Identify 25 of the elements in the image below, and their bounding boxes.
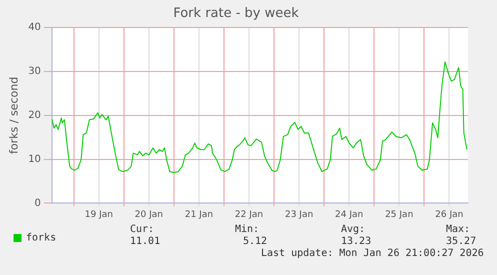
x-tick-label: 23 Jan: [284, 210, 314, 220]
x-tick-label: 19 Jan: [84, 210, 113, 220]
x-tick-label: 26 Jan: [435, 210, 464, 220]
y-axis-title: forks / second: [7, 76, 20, 154]
y-tick-label: 40: [28, 22, 41, 34]
text: Min:: [235, 224, 260, 235]
y-tick-label: 30: [28, 66, 41, 78]
y-tick-label: 0: [34, 198, 41, 209]
y-tick-label: 10: [28, 154, 41, 165]
text: Max:: [446, 224, 470, 235]
chart-title: Fork rate - by week: [173, 6, 300, 22]
text: 35.27: [446, 236, 476, 247]
text: 5.12: [243, 236, 268, 247]
text: 11.01: [130, 236, 160, 247]
x-tick-label: 22 Jan: [234, 210, 264, 220]
text: Cur:: [130, 224, 154, 235]
text: Last update: Mon Jan 26 21:00:27 2026: [261, 248, 484, 259]
text: Avg:: [341, 224, 366, 235]
x-tick-label: 20 Jan: [134, 210, 163, 220]
text: 13.23: [341, 236, 372, 247]
x-tick-label: 24 Jan: [335, 210, 364, 220]
y-tick-label: 20: [28, 110, 41, 121]
x-tick-label: 21 Jan: [184, 210, 214, 220]
legend-label: forks: [26, 232, 56, 244]
x-tick-label: 25 Jan: [385, 210, 414, 220]
